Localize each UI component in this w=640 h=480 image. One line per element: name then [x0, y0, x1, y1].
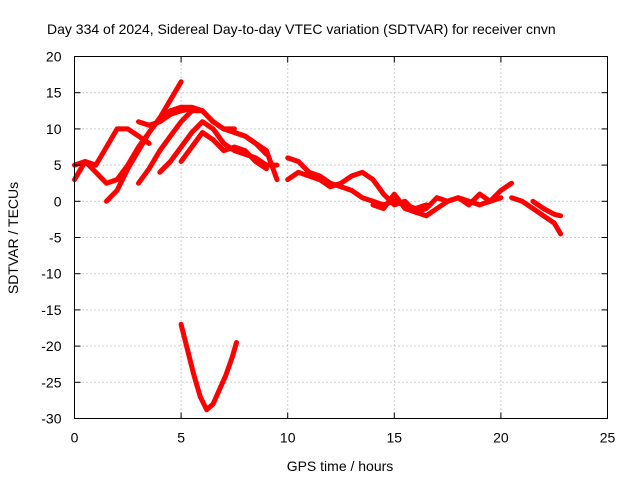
series-line-arc-7 [178, 130, 269, 172]
x-tick-label: 0 [71, 430, 79, 446]
y-tick-label: 20 [46, 49, 62, 65]
y-tick-label: -20 [41, 338, 61, 354]
plot-frame [74, 56, 608, 419]
y-tick-label: -25 [41, 374, 61, 390]
x-tick-label: 20 [493, 430, 509, 446]
x-tick-label: 25 [600, 430, 616, 446]
y-tick-label: 5 [54, 157, 62, 173]
y-tick-label: 0 [54, 193, 62, 209]
y-tick-label: -5 [49, 230, 62, 246]
tick-layer [74, 56, 608, 419]
grid-layer [74, 56, 608, 419]
x-axis-label: GPS time / hours [287, 458, 394, 474]
series-line-arc-11 [370, 191, 504, 219]
series-layer [72, 79, 564, 413]
x-tick-label: 10 [280, 430, 296, 446]
tick-label-layer: 0 5 10 15 20 25 20 15 10 5 0 -5 -10 -15 -20 -25 -30 [41, 49, 615, 446]
series-line-arc-13 [530, 198, 564, 219]
series-line-arc-5 [136, 108, 237, 186]
x-tick-label: 5 [177, 430, 185, 446]
series-line-arc-12 [509, 195, 564, 237]
series-line-arc-6 [157, 119, 280, 175]
y-tick-label: -10 [41, 266, 61, 282]
y-tick-label: -30 [41, 411, 61, 427]
y-tick-label: 10 [46, 121, 62, 137]
y-tick-label: 15 [46, 85, 62, 101]
chart-title: Day 334 of 2024, Sidereal Day-to-day VTE… [47, 21, 556, 37]
y-tick-label: -15 [41, 302, 61, 318]
series-line-arc-14 [178, 321, 239, 413]
series-line-arc-8 [231, 130, 280, 183]
y-axis-label: SDTVAR / TECUs [5, 182, 21, 294]
x-tick-label: 15 [387, 430, 403, 446]
series-line-arc-2 [72, 126, 152, 168]
